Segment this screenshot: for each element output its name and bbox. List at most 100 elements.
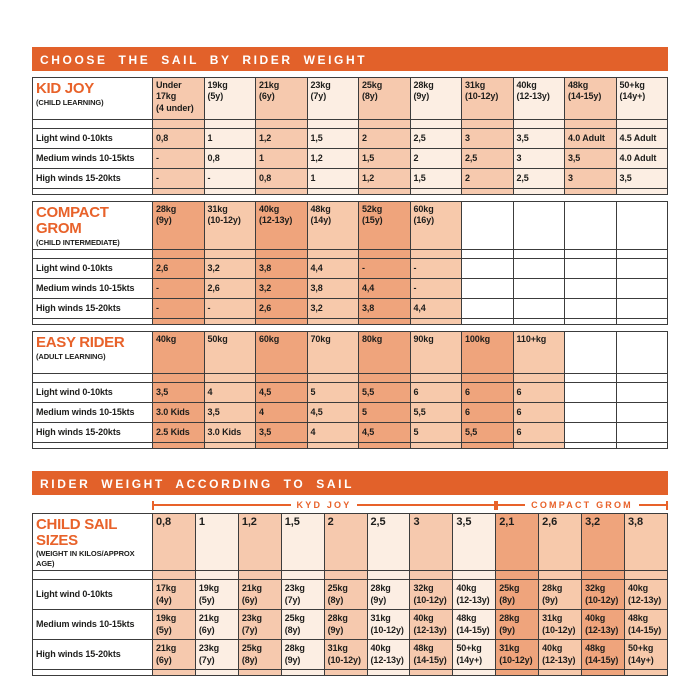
spacer-cell: [495, 669, 540, 677]
data-cell: -: [409, 257, 462, 279]
spacer-cell: [306, 372, 359, 383]
data-cell: 1,2: [358, 168, 411, 189]
column-header: 80kg: [358, 330, 411, 374]
column-header: 3: [409, 512, 454, 572]
row-label: Light wind 0-10kts: [32, 381, 153, 403]
table-compact-grom: COMPACT GROM (CHILD INTERMEDIATE) 28kg (9y…: [32, 201, 668, 325]
column-header: 3,2: [581, 512, 625, 572]
row-label: Light wind 0-10kts: [32, 579, 153, 611]
data-cell: 31kg (10-12y): [323, 639, 368, 671]
data-cell: 25kg (8y): [280, 609, 325, 641]
table-name-cell: KID JOY (CHILD LEARNING): [32, 77, 153, 120]
data-cell: 3,8: [255, 257, 308, 279]
spacer-cell: [564, 119, 617, 129]
data-cell: [512, 277, 565, 299]
spacer-label-cell: [32, 669, 153, 677]
data-cell: 0,8: [203, 148, 256, 169]
column-header: 0,8: [152, 512, 196, 572]
spacer-cell: [564, 188, 617, 195]
column-header: 60kg (16y): [409, 201, 462, 250]
spacer-cell: [366, 669, 411, 677]
spacer-cell: [409, 188, 462, 195]
data-cell: 28kg (9y): [280, 639, 325, 671]
spacer-cell: [203, 317, 256, 325]
spacer-cell: [452, 669, 497, 677]
data-cell: 1: [255, 148, 308, 169]
section-rider-weight-table: CHILD SAIL SIZES (WEIGHT IN KILOS/APPROX …: [32, 512, 669, 677]
data-cell: [615, 257, 668, 279]
spacer-cell: [194, 570, 239, 581]
spacer-cell: [538, 570, 583, 581]
column-header: [615, 201, 668, 250]
spacer-label-cell: [32, 570, 153, 581]
spacer-row: [32, 248, 668, 259]
data-cell: 6: [409, 381, 462, 403]
table-kid-joy: KID JOY (CHILD LEARNING) Under 17kg (4 und…: [32, 77, 668, 195]
spacer-cell: [152, 441, 205, 449]
column-header: 50+kg (14y+): [615, 77, 668, 120]
spacer-cell: [461, 441, 514, 449]
spacer-cell: [615, 317, 668, 325]
spacer-cell: [152, 248, 205, 259]
header-row: KID JOY (CHILD LEARNING) Under 17kg (4 und…: [32, 77, 668, 120]
bracket-tick: [152, 500, 154, 510]
data-cell: [461, 297, 514, 319]
data-cell: 50+kg (14y+): [452, 639, 497, 671]
table-name: KID JOY: [36, 80, 94, 97]
header-row: EASY RIDER (ADULT LEARNING) 40kg 50kg 60kg 70…: [32, 330, 668, 374]
column-header: 1: [194, 512, 239, 572]
bracket-line: [154, 504, 291, 507]
data-cell: 40kg (12-13y): [581, 609, 625, 641]
data-cell: 23kg (7y): [280, 579, 325, 611]
spacer-cell: [409, 372, 462, 383]
spacer-cell: [255, 119, 308, 129]
bracket-kyd-joy: KYD JOY: [152, 499, 497, 512]
column-header: [512, 201, 565, 250]
data-cell: -: [152, 168, 205, 189]
spacer-row: [32, 441, 668, 449]
data-cell: -: [152, 297, 205, 319]
spacer-cell: [538, 669, 583, 677]
data-cell: 3,8: [358, 297, 411, 319]
spacer-cell: [203, 248, 256, 259]
column-header: 40kg (12-13y): [512, 77, 565, 120]
data-row: Medium winds 10-15kts 19kg (5y) 21kg (6y) 2…: [32, 609, 669, 641]
data-cell: 5,5: [358, 381, 411, 403]
spacer-cell: [358, 441, 411, 449]
spacer-cell: [203, 372, 256, 383]
sail-size-sheet: CHOOSE THE SAIL BY RIDER WEIGHT KID JOY(…: [32, 47, 669, 677]
data-cell: 2,6: [255, 297, 308, 319]
table-subtitle: (WEIGHT IN KILOS/APPROX AGE): [36, 549, 135, 568]
data-cell: 28kg (9y): [323, 609, 368, 641]
data-cell: 2: [358, 128, 411, 149]
data-cell: 2,5: [409, 128, 462, 149]
data-cell: 48kg (14-15y): [452, 609, 497, 641]
data-cell: 0,8: [255, 168, 308, 189]
data-cell: 4,4: [409, 297, 462, 319]
spacer-cell: [358, 372, 411, 383]
spacer-cell: [255, 248, 308, 259]
data-cell: 5: [358, 401, 411, 423]
data-cell: 3,5: [255, 421, 308, 443]
data-cell: 4.0 Adult: [615, 148, 668, 169]
spacer-cell: [615, 441, 668, 449]
header-row: COMPACT GROM (CHILD INTERMEDIATE) 28kg (9y…: [32, 201, 668, 250]
data-cell: 21kg (6y): [194, 609, 239, 641]
table-subtitle: (CHILD LEARNING): [36, 97, 104, 107]
spacer-cell: [452, 570, 497, 581]
header-row: CHILD SAIL SIZES (WEIGHT IN KILOS/APPROX …: [32, 512, 669, 572]
spacer-cell: [358, 119, 411, 129]
data-cell: [615, 297, 668, 319]
data-cell: 3,2: [306, 297, 359, 319]
data-cell: 25kg (8y): [323, 579, 368, 611]
spacer-cell: [623, 570, 669, 581]
spacer-cell: [461, 372, 514, 383]
spacer-cell: [306, 441, 359, 449]
data-cell: 19kg (5y): [194, 579, 239, 611]
data-cell: -: [152, 148, 205, 169]
bracket-tick: [496, 500, 498, 510]
spacer-cell: [152, 119, 205, 129]
data-cell: 3,5: [564, 148, 617, 169]
spacer-label-cell: [32, 248, 153, 259]
spacer-cell: [615, 372, 668, 383]
